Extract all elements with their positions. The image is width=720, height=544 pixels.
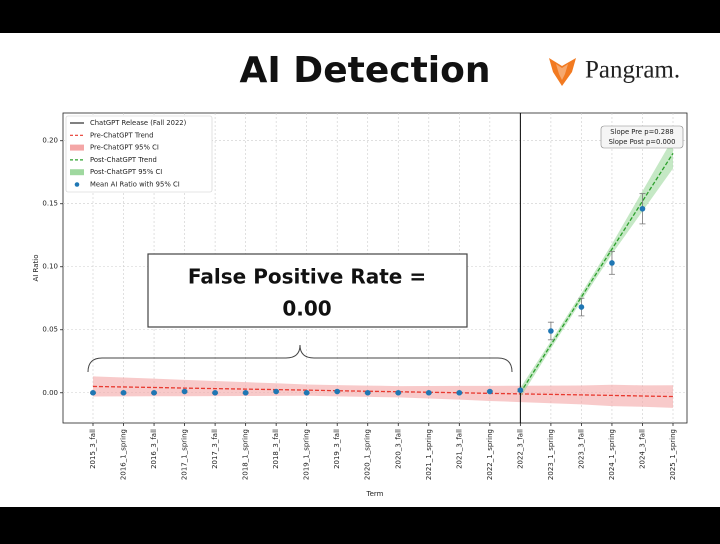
mean-point <box>212 389 218 396</box>
annotation-box <box>147 253 468 328</box>
x-axis-label: Term <box>366 490 384 498</box>
mean-point <box>425 389 432 396</box>
legend-key <box>70 169 84 176</box>
mean-point <box>181 388 188 395</box>
trend-line <box>519 152 674 394</box>
legend-label: Mean AI Ratio with 95% CI <box>90 181 180 189</box>
x-tick-label: 2021_3_fall <box>455 429 463 469</box>
x-tick-label: 2022_3_fall <box>516 429 524 469</box>
x-tick-label: 2018_1_spring <box>242 429 250 480</box>
mean-point <box>578 304 585 310</box>
mean-point <box>609 260 615 266</box>
legend-label: Pre-ChatGPT Trend <box>90 131 153 139</box>
y-tick-label: 0.10 <box>42 263 58 271</box>
mean-point <box>395 389 402 396</box>
x-tick-label: 2016_3_fall <box>150 429 158 469</box>
annotation-text: False Positive Rate = <box>188 265 426 289</box>
x-tick-label: 2023_3_fall <box>577 429 585 469</box>
x-tick-label: 2018_3_fall <box>272 429 280 469</box>
mean-point <box>639 205 646 212</box>
mean-point <box>273 388 279 395</box>
x-tick-label: 2020_3_fall <box>394 429 402 469</box>
mean-point <box>120 389 127 396</box>
mean-point <box>364 389 371 396</box>
x-tick-label: 2020_1_spring <box>364 429 372 480</box>
slope-box <box>600 125 684 149</box>
logo-text: Pangram. <box>585 57 680 84</box>
y-axis-label: AI Ratio <box>32 254 40 281</box>
x-tick-label: 2017_3_fall <box>211 429 219 469</box>
mean-point <box>487 388 493 395</box>
x-tick-label: 2025_1_spring <box>669 429 677 480</box>
legend-key <box>70 144 84 151</box>
slide-title: AI Detection <box>240 50 491 91</box>
y-tick-label: 0.00 <box>42 389 58 397</box>
x-tick-label: 2016_1_spring <box>120 429 128 480</box>
x-tick-label: 2024_3_fall <box>638 429 646 469</box>
brace <box>87 344 513 373</box>
legend-label: Post-ChatGPT 95% CI <box>90 168 162 176</box>
legend-label: ChatGPT Release (Fall 2022) <box>90 119 187 127</box>
slope-text: Slope Pre p=0.288 <box>610 128 673 136</box>
mean-point <box>548 328 554 334</box>
x-tick-label: 2019_3_fall <box>333 429 341 469</box>
y-tick-label: 0.05 <box>42 326 58 334</box>
mean-point <box>303 389 310 396</box>
mean-point <box>517 387 524 394</box>
mean-point <box>334 388 341 395</box>
x-tick-label: 2019_1_spring <box>303 429 311 480</box>
ci-band <box>520 138 673 398</box>
legend-box <box>65 115 213 193</box>
mean-point <box>90 389 96 396</box>
trend-line <box>92 385 674 398</box>
legend-label: Pre-ChatGPT 95% CI <box>90 144 159 152</box>
x-tick-label: 2015_3_fall <box>89 429 97 469</box>
x-tick-label: 2022_1_spring <box>486 429 494 480</box>
y-tick-label: 0.15 <box>42 200 58 208</box>
x-tick-label: 2017_1_spring <box>181 429 189 480</box>
mean-point <box>456 389 463 396</box>
legend-key <box>74 182 80 187</box>
slope-text: Slope Post p=0.000 <box>609 138 676 146</box>
y-tick-label: 0.20 <box>42 137 58 145</box>
x-tick-label: 2021_1_spring <box>425 429 433 480</box>
mean-point <box>242 389 249 396</box>
x-tick-label: 2024_1_spring <box>608 429 616 480</box>
annotation-text: 0.00 <box>282 297 331 321</box>
logo-icon <box>549 58 576 86</box>
legend-label: Post-ChatGPT Trend <box>90 156 157 164</box>
x-tick-label: 2023_1_spring <box>547 429 555 480</box>
plot-frame <box>62 112 688 424</box>
mean-point <box>151 389 157 396</box>
